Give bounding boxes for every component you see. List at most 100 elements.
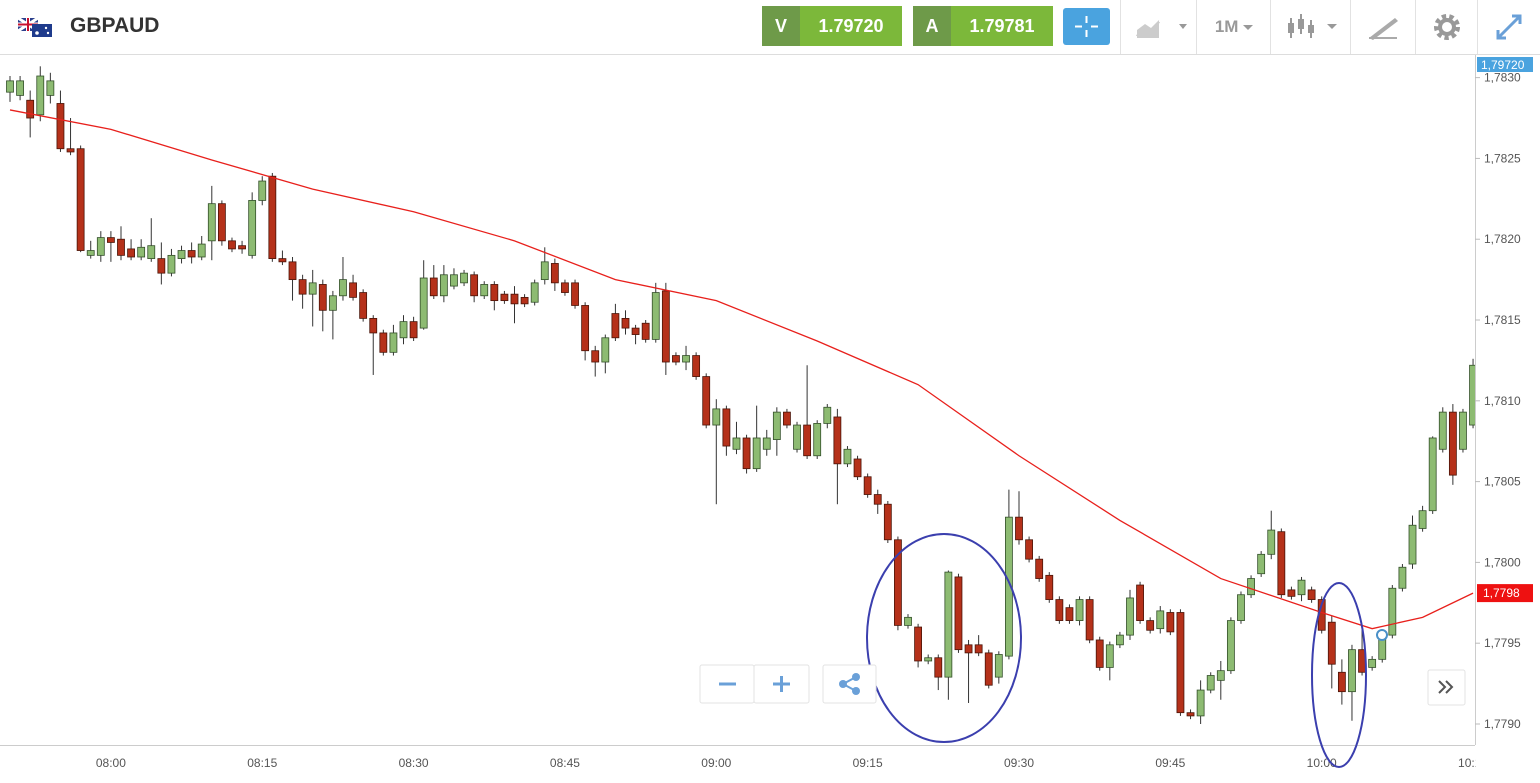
candle-body [641,322,650,340]
candle-type-button[interactable] [1270,0,1351,54]
candle-body [1166,612,1175,633]
candle-body [1247,578,1255,596]
candle-body [833,416,842,465]
share-button[interactable] [822,664,877,704]
candle-body [1196,689,1205,717]
y-tick-label: 1,7815 [1484,313,1521,327]
candle-body [197,243,206,258]
crosshair-button[interactable] [1063,8,1110,45]
candle-body [1045,574,1054,600]
candle-body [318,284,327,311]
candle-body [924,657,933,662]
candle-body [1448,411,1457,476]
candle-body [1085,599,1094,641]
x-tick-label: 08:45 [550,756,580,770]
candle-body [1388,587,1397,636]
moving-average [9,109,1474,630]
candle-body [651,292,660,340]
candle-body [268,175,277,260]
candle-body [1428,437,1437,512]
annotation-ellipse [1311,582,1367,768]
candle-body [1459,411,1467,450]
timeframe: 1M [1214,17,1239,36]
bid-price[interactable]: 1.79720 [800,6,902,46]
candle-body [419,277,428,329]
scroll-end-button[interactable] [1427,669,1466,706]
candle-body [16,80,24,96]
candle-body [1287,589,1296,597]
x-tick-label: 09:30 [1004,756,1034,770]
candle-body [46,80,55,96]
candle-body [964,644,973,654]
candle-body [470,274,479,297]
candle-body [591,350,600,363]
candle-body [510,293,519,305]
bid-label[interactable]: V [762,6,800,46]
candle-body [894,539,902,626]
candle-body [177,250,186,260]
settings-button[interactable] [1415,0,1478,54]
price-axis-bg [1476,55,1540,783]
annotation-ellipse [866,533,1022,743]
candle-body [450,274,458,287]
candle-body [783,411,791,426]
y-tick-label: 1,7810 [1484,394,1521,408]
ma-price-label: 1,7798 [1483,586,1520,600]
candle-body [339,279,347,297]
candle-body [328,295,337,311]
candle-body [1438,411,1447,450]
candle-body [1156,610,1165,630]
candle-body [258,180,267,201]
candle-body [540,261,549,281]
draw-button[interactable] [1350,0,1416,54]
candle-body [359,292,368,319]
candle-body [984,652,993,686]
candle-body [1065,607,1074,621]
candle-body [772,411,781,440]
chart-type-button[interactable] [1120,0,1197,54]
zoom-out-button[interactable] [699,664,755,704]
candle-body [803,424,812,457]
candle-body [934,657,943,678]
candle-body [1186,712,1195,717]
candle-body [399,321,408,339]
candle-body [1176,612,1185,714]
ask-label[interactable]: A [913,6,951,46]
candle-body [954,576,963,651]
zoom-in-button[interactable] [753,664,810,704]
candle-body [248,200,257,256]
candle-body [207,203,216,242]
candle-body [36,75,45,116]
y-tick-label: 1,7830 [1484,71,1521,85]
candle-body [813,423,822,457]
candle-body [1267,529,1276,555]
candle-body [1297,579,1306,596]
x-tick-label: 08:15 [247,756,277,770]
candle-body [26,99,35,119]
candle-body [238,245,246,250]
x-tick-label: 09:45 [1155,756,1185,770]
candle-body [1035,558,1044,579]
y-tick-label: 1,7805 [1484,475,1521,489]
fullscreen-button[interactable] [1477,0,1540,54]
candle-body [1398,566,1407,589]
candle-body [288,261,297,281]
candle-body [308,282,317,295]
candle-body [127,248,135,258]
candle-body [500,293,509,302]
y-tick-label: 1,7790 [1484,717,1521,731]
candle-body [480,284,489,297]
x-tick-label: 08:00 [96,756,126,770]
ask-price[interactable]: 1.79781 [951,6,1053,46]
candle-body [56,103,65,150]
candle-body [742,437,751,470]
candle-body [278,258,287,263]
candle-body [863,476,872,495]
timeframe-button[interactable]: 1M [1196,0,1271,54]
candle-body [561,282,569,293]
candle-body [1337,671,1346,693]
candle-body [1005,516,1013,657]
candle-body [873,494,882,505]
candle-body [107,237,115,243]
candle-body [571,282,579,306]
